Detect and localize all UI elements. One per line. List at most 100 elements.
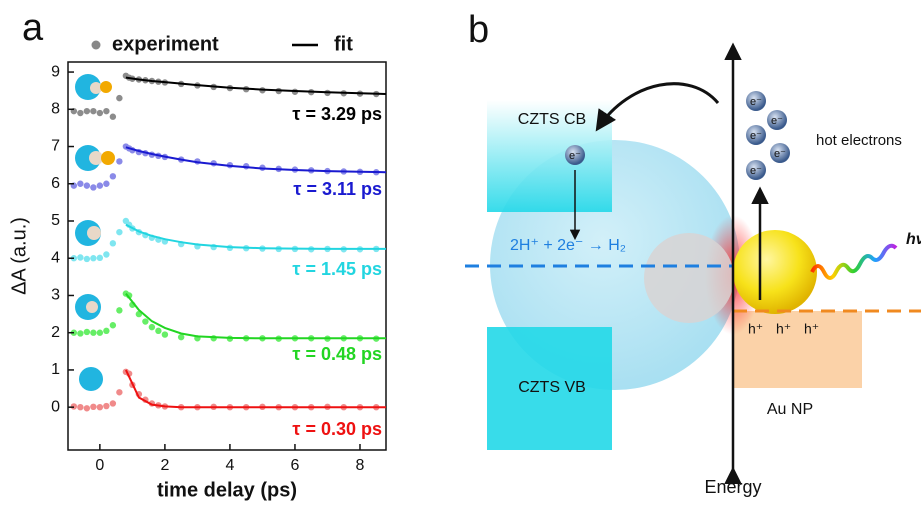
data-point xyxy=(90,255,97,262)
fit-annotation: τ = 3.11 ps xyxy=(293,179,382,199)
electron-label: e⁻ xyxy=(750,130,762,142)
fit-annotation: τ = 3.29 ps xyxy=(292,104,382,124)
hole-label: h⁺ xyxy=(748,321,763,337)
data-point xyxy=(116,94,123,102)
x-tick-label: 2 xyxy=(160,457,169,474)
fit-annotation: τ = 1.45 ps xyxy=(292,259,382,279)
interface-particle xyxy=(644,233,734,323)
y-tick-label: 8 xyxy=(51,101,60,118)
data-point xyxy=(83,255,91,263)
fit-line xyxy=(125,223,386,250)
data-point xyxy=(148,323,156,331)
electron-label: e⁻ xyxy=(750,96,762,108)
electron-label: e⁻ xyxy=(569,150,581,162)
data-point xyxy=(83,328,91,336)
x-axis-label: time delay (ps) xyxy=(157,479,297,501)
y-tick-label: 9 xyxy=(51,63,60,80)
x-tick-label: 0 xyxy=(95,457,104,474)
fit-annotation: τ = 0.48 ps xyxy=(292,344,382,364)
data-point xyxy=(142,318,149,325)
y-tick-label: 0 xyxy=(51,398,60,415)
data-point xyxy=(161,331,169,338)
photon-label: hν xyxy=(906,231,921,248)
fit-annotation: τ = 0.30 ps xyxy=(292,419,382,439)
au-particle xyxy=(733,230,817,314)
data-point xyxy=(77,403,84,411)
data-point xyxy=(83,405,91,412)
data-point xyxy=(90,107,97,115)
legend-label: fit xyxy=(334,33,353,55)
vb-band xyxy=(487,327,612,450)
data-point xyxy=(77,254,84,261)
data-point xyxy=(116,228,123,236)
panel-label: b xyxy=(468,9,489,51)
data-point xyxy=(77,180,84,187)
x-tick-label: 8 xyxy=(356,457,365,474)
electron-label: e⁻ xyxy=(750,165,762,177)
electron-label: e⁻ xyxy=(771,115,783,127)
y-tick-label: 5 xyxy=(51,212,60,229)
data-point xyxy=(109,240,117,247)
data-point xyxy=(96,254,104,262)
fit-line xyxy=(125,76,387,95)
data-point xyxy=(177,333,185,341)
transfer-arrow xyxy=(595,82,720,132)
plot-area xyxy=(70,72,387,412)
data-point xyxy=(77,330,84,337)
hot-electrons-label: hot electrons xyxy=(816,132,902,149)
y-tick-label: 7 xyxy=(51,138,60,155)
fit-line xyxy=(124,369,386,409)
cb-band xyxy=(487,100,612,212)
hole-label: h⁺ xyxy=(804,321,819,337)
structure-icons xyxy=(75,74,115,391)
fit-line xyxy=(125,146,387,174)
data-point xyxy=(116,307,123,314)
x-tick-label: 4 xyxy=(225,457,234,474)
data-point xyxy=(116,158,123,165)
data-point xyxy=(103,180,110,187)
data-point xyxy=(83,107,91,115)
data-point xyxy=(96,182,104,189)
data-point xyxy=(109,113,117,120)
au-label: Au NP xyxy=(767,401,813,418)
y-tick-label: 1 xyxy=(51,361,60,378)
data-point xyxy=(103,402,110,410)
data-point xyxy=(103,327,110,335)
au-band xyxy=(733,311,862,388)
data-point xyxy=(90,403,97,411)
data-point xyxy=(103,107,110,115)
data-point xyxy=(90,329,97,336)
data-point xyxy=(77,109,84,117)
data-point xyxy=(96,403,104,411)
legend-label: experiment xyxy=(112,33,219,55)
photon-wave xyxy=(810,243,898,280)
y-axis-label: ΔA (a.u.) xyxy=(8,217,30,295)
cb-label: CZTS CB xyxy=(518,111,586,128)
panel-label: a xyxy=(22,7,44,49)
fit-line xyxy=(125,292,386,340)
data-point xyxy=(96,109,104,117)
x-tick-label: 6 xyxy=(291,457,300,474)
data-point xyxy=(109,173,117,180)
data-point xyxy=(109,322,117,329)
electron-label: e⁻ xyxy=(774,148,786,160)
plot-frame xyxy=(67,61,387,451)
energy-label: Energy xyxy=(704,477,761,497)
data-point xyxy=(116,389,123,396)
data-point xyxy=(103,251,110,258)
data-point xyxy=(96,329,104,336)
vb-label: CZTS VB xyxy=(518,379,586,396)
data-point xyxy=(109,400,117,407)
legend-marker xyxy=(91,40,101,50)
data-point xyxy=(90,184,97,191)
electrons xyxy=(565,91,790,180)
y-tick-label: 2 xyxy=(51,324,60,341)
y-tick-label: 3 xyxy=(51,287,60,304)
data-point xyxy=(155,327,162,335)
reaction-label: 2H⁺ + 2e⁻ → H₂ xyxy=(510,237,626,254)
data-point xyxy=(83,182,91,189)
y-tick-label: 4 xyxy=(51,249,60,266)
hole-label: h⁺ xyxy=(776,321,791,337)
y-tick-label: 6 xyxy=(51,175,60,192)
